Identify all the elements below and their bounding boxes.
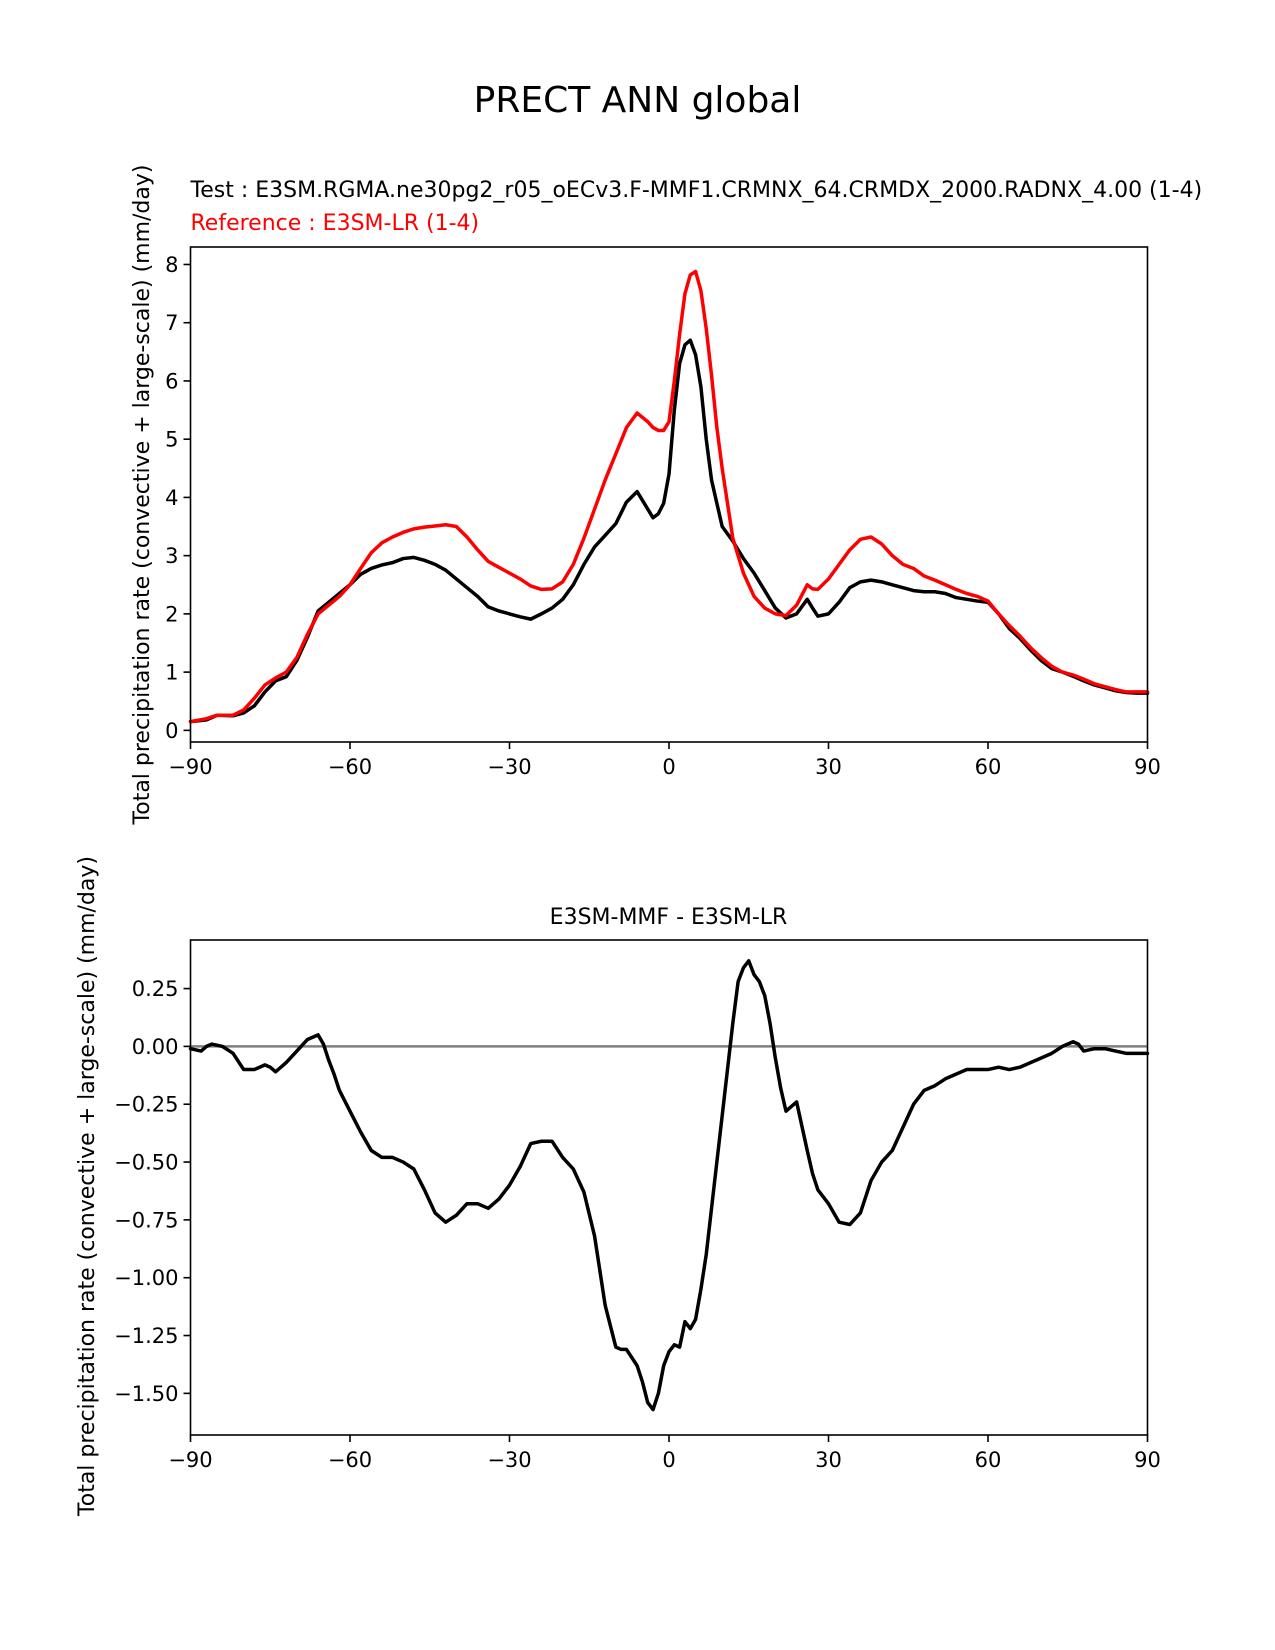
series-line-test-e3sm-mmf (188, 338, 1150, 724)
y-tick-label: 4 (165, 486, 178, 510)
difference-title: E3SM-MMF - E3SM-LR (550, 905, 788, 930)
figure-title: PRECT ANN global (474, 80, 802, 121)
y-tick-label: 0.25 (132, 977, 179, 1001)
y-tick-label: 7 (165, 311, 178, 335)
top-plot-area: −90 −60 −30 0 30 60 90 0 1 2 3 4 5 6 7 8 (165, 246, 1161, 779)
x-tick-label: 30 (815, 1448, 842, 1472)
x-tick-label: −30 (487, 755, 531, 779)
x-tick-label: −90 (168, 755, 212, 779)
y-tick-label: −0.50 (114, 1151, 178, 1175)
y-tick-label: 0.00 (132, 1035, 179, 1059)
y-tick-label: −1.25 (114, 1324, 178, 1348)
x-tick-label: 0 (662, 1448, 675, 1472)
y-tick-label: −1.50 (114, 1382, 178, 1406)
x-tick-label: 60 (975, 755, 1002, 779)
top-y-axis-label: Total precipitation rate (convective + l… (130, 165, 155, 826)
y-tick-label: −0.25 (114, 1093, 178, 1117)
x-tick-label: −60 (328, 1448, 372, 1472)
y-tick-label: 3 (165, 544, 178, 568)
panel-difference: E3SM-MMF - E3SM-LR Total precipitation r… (75, 856, 1161, 1517)
y-tick-label: 0 (165, 719, 178, 743)
reference-title: Reference : E3SM-LR (1-4) (191, 211, 480, 236)
series-line-difference (188, 959, 1150, 1412)
x-tick-label: 30 (815, 755, 842, 779)
y-tick-label: 2 (165, 602, 178, 626)
y-tick-label: −0.75 (114, 1208, 178, 1232)
x-tick-label: −90 (168, 1448, 212, 1472)
y-tick-label: −1.00 (114, 1266, 178, 1290)
x-tick-label: 90 (1134, 1448, 1161, 1472)
series-line-reference-e3sm-lr (188, 269, 1150, 724)
test-title: Test : E3SM.RGMA.ne30pg2_r05_oECv3.F-MMF… (190, 178, 1203, 203)
x-tick-label: −60 (328, 755, 372, 779)
x-tick-label: 90 (1134, 755, 1161, 779)
y-tick-label: 8 (165, 253, 178, 277)
y-tick-label: 1 (165, 661, 178, 685)
y-tick-label: 5 (165, 428, 178, 452)
bottom-y-axis-label: Total precipitation rate (convective + l… (75, 856, 100, 1517)
x-tick-label: 0 (662, 755, 675, 779)
panel-zonal-mean: Test : E3SM.RGMA.ne30pg2_r05_oECv3.F-MMF… (130, 165, 1202, 826)
y-tick-label: 6 (165, 369, 178, 393)
bottom-plot-area: −90 −60 −30 0 30 60 90 0.25 0.00 −0.25 −0.50 −0.75 −… (114, 939, 1161, 1472)
x-tick-label: 60 (975, 1448, 1002, 1472)
x-tick-label: −30 (487, 1448, 531, 1472)
